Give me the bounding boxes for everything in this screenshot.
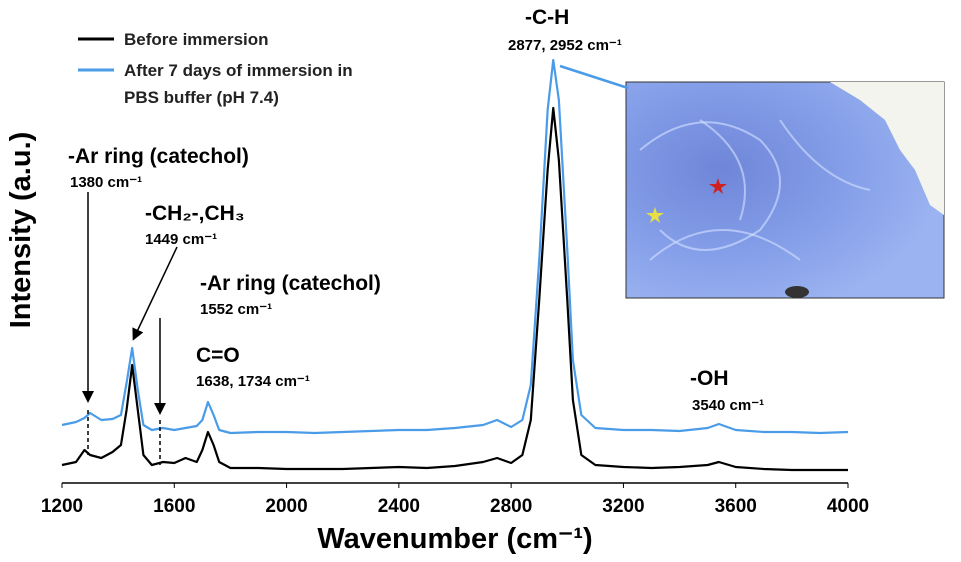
x-tick-label: 2800 xyxy=(490,496,532,517)
x-tick-label: 4000 xyxy=(827,496,869,517)
y-axis-title: Intensity (a.u.) xyxy=(5,132,37,329)
annotation-label: C=O xyxy=(196,344,240,367)
annotation-detail: 1552 cm⁻¹ xyxy=(200,301,272,318)
inset-connector xyxy=(559,64,629,90)
arrow xyxy=(132,246,178,341)
x-tick-label: 2000 xyxy=(265,496,307,517)
annotation-label: -OH xyxy=(690,367,729,390)
x-axis-title: Wavenumber (cm⁻¹) xyxy=(317,523,592,555)
annotation-label: -CH₂-,CH₃ xyxy=(145,202,245,225)
annotation-label: -C-H xyxy=(525,6,569,29)
x-tick-label: 3600 xyxy=(715,496,757,517)
legend-entry: After 7 days of immersion in PBS buffer … xyxy=(124,61,353,107)
spectrum-line xyxy=(61,106,848,472)
annotation-detail: 3540 cm⁻¹ xyxy=(692,397,764,414)
spectrum-line xyxy=(61,58,849,435)
x-tick-label: 1600 xyxy=(153,496,195,517)
annotation-label: -Ar ring (catechol) xyxy=(200,272,381,295)
x-tick-label: 3200 xyxy=(602,496,644,517)
x-tick-label: 2400 xyxy=(378,496,420,517)
annotation-label: -Ar ring (catechol) xyxy=(68,145,249,168)
annotation-detail: 2877, 2952 cm⁻¹ xyxy=(508,37,622,54)
annotation-detail: 1638, 1734 cm⁻¹ xyxy=(196,373,310,390)
annotation-detail: 1449 cm⁻¹ xyxy=(145,231,217,248)
x-tick-label: 1200 xyxy=(41,496,83,517)
annotation-detail: 1380 cm⁻¹ xyxy=(70,174,142,191)
legend-entry: Before immersion xyxy=(124,30,269,49)
inset-image xyxy=(625,81,945,299)
